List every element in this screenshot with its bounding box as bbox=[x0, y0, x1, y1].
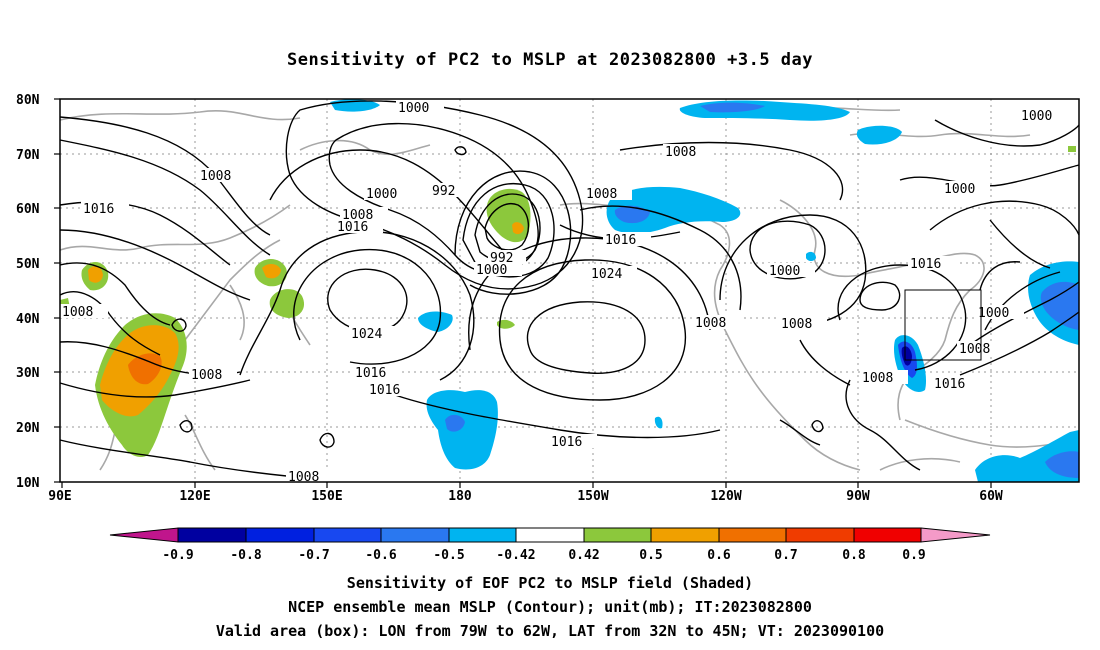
shaded-sensitivity bbox=[60, 99, 1079, 482]
contour-label-1000-d: 1000 bbox=[769, 264, 800, 279]
lon-label-180: 180 bbox=[448, 489, 472, 504]
colorbar-box-5 bbox=[448, 527, 517, 543]
colorbar-box-4 bbox=[380, 527, 450, 543]
colorbar-label: -0.9 bbox=[162, 548, 193, 563]
contour-label-1016-g: 1016 bbox=[910, 257, 941, 272]
colorbar-label: 0.6 bbox=[707, 548, 731, 563]
colorbar-label: 0.8 bbox=[842, 548, 866, 563]
contour-label-1000-f: 1000 bbox=[944, 182, 975, 197]
map-title: Sensitivity of PC2 to MSLP at 2023082800… bbox=[286, 50, 813, 70]
colorbar-box-1 bbox=[177, 527, 247, 543]
latitude-labels: 80N 70N 60N 50N 40N 30N 20N 10N bbox=[16, 93, 40, 491]
contour-label-1008-d: 1008 bbox=[191, 368, 222, 383]
longitude-labels: 90E 120E 150E 180 150W 120W 90W 60W bbox=[48, 489, 1003, 504]
contour-label-1000-a: 1000 bbox=[398, 101, 429, 116]
contour-label-1016-c: 1016 bbox=[355, 366, 386, 381]
contour-label-1016-d: 1016 bbox=[369, 383, 400, 398]
lon-label-60w: 60W bbox=[979, 489, 1003, 504]
contour-label-1016-e: 1016 bbox=[551, 435, 582, 450]
contour-label-1008-k: 1008 bbox=[862, 371, 893, 386]
colorbar-box-7 bbox=[583, 527, 652, 543]
colorbar-high-triangle bbox=[920, 527, 991, 543]
colorbar-label: 0.42 bbox=[568, 548, 599, 563]
contour-label-1008-i: 1008 bbox=[781, 317, 812, 332]
colorbar-label: -0.7 bbox=[298, 548, 329, 563]
lat-label-30n: 30N bbox=[16, 366, 40, 381]
caption-line-3: Valid area (box): LON from 79W to 62W, L… bbox=[215, 622, 885, 640]
lat-label-60n: 60N bbox=[16, 202, 40, 217]
contour-label-1000-b: 1000 bbox=[366, 187, 397, 202]
contour-label-1008-a: 1008 bbox=[200, 169, 231, 184]
lon-label-90e: 90E bbox=[48, 489, 71, 504]
colorbar-label: 0.9 bbox=[902, 548, 925, 563]
shade-central-pacific-blue bbox=[426, 390, 498, 470]
contour-label-1016-b: 1016 bbox=[337, 220, 368, 235]
lat-label-40n: 40N bbox=[16, 312, 40, 327]
contour-label-992-a: 992 bbox=[432, 184, 455, 199]
colorbar-label: -0.42 bbox=[496, 548, 535, 563]
colorbar-label: 0.5 bbox=[639, 548, 662, 563]
colorbar-low-triangle bbox=[109, 527, 179, 543]
lat-label-50n: 50N bbox=[16, 257, 40, 272]
lon-label-150e: 150E bbox=[311, 489, 342, 504]
colorbar-box-8 bbox=[650, 527, 720, 543]
colorbar-label: -0.5 bbox=[433, 548, 464, 563]
contour-label-1016-f: 1016 bbox=[605, 233, 636, 248]
contour-label-1024-a: 1024 bbox=[351, 327, 382, 342]
contour-label-1000-e: 1000 bbox=[1021, 109, 1052, 124]
colorbar-box-6 bbox=[515, 527, 585, 543]
contour-label-1008-g: 1008 bbox=[665, 145, 696, 160]
lon-label-120e: 120E bbox=[179, 489, 210, 504]
valid-area-box bbox=[904, 289, 982, 361]
colorbar-box-9 bbox=[718, 527, 787, 543]
lon-label-90w: 90W bbox=[846, 489, 870, 504]
lon-label-120w: 120W bbox=[710, 489, 741, 504]
colorbar-label: -0.8 bbox=[230, 548, 261, 563]
lat-label-20n: 20N bbox=[16, 421, 40, 436]
caption-line-1: Sensitivity of EOF PC2 to MSLP field (Sh… bbox=[346, 574, 754, 592]
contour-label-1000-g: 1000 bbox=[978, 306, 1009, 321]
contour-label-1008-h: 1008 bbox=[695, 316, 726, 331]
contour-label-1016-a: 1016 bbox=[83, 202, 114, 217]
lon-label-150w: 150W bbox=[577, 489, 608, 504]
lat-label-70n: 70N bbox=[16, 148, 40, 163]
shade-east-asia-darkorange bbox=[128, 353, 162, 385]
colorbar-box-3 bbox=[313, 527, 382, 543]
contour-label-1000-c: 1000 bbox=[476, 263, 507, 278]
contour-label-1008-j: 1008 bbox=[959, 342, 990, 357]
colorbar-box-2 bbox=[245, 527, 315, 543]
contour-label-1024-b: 1024 bbox=[591, 267, 622, 282]
caption-line-2: NCEP ensemble mean MSLP (Contour); unit(… bbox=[288, 598, 812, 616]
contour-label-1016-h: 1016 bbox=[934, 377, 965, 392]
lat-label-80n: 80N bbox=[16, 93, 40, 108]
contour-label-1008-c: 1008 bbox=[62, 305, 93, 320]
colorbar-labels: -0.9 -0.8 -0.7 -0.6 -0.5 -0.42 0.42 0.5 … bbox=[162, 548, 925, 563]
colorbar-box-10 bbox=[785, 527, 855, 543]
colorbar-box-11 bbox=[853, 527, 922, 543]
colorbar bbox=[109, 527, 991, 543]
colorbar-label: 0.7 bbox=[774, 548, 797, 563]
lat-label-10n: 10N bbox=[16, 476, 40, 491]
mslp-contours bbox=[59, 100, 1080, 481]
axis-ticks bbox=[54, 98, 992, 488]
contour-label-1008-f: 1008 bbox=[586, 187, 617, 202]
contour-labels: 1000 1008 1016 1000 1008 1016 992 992 10… bbox=[60, 100, 1067, 485]
colorbar-label: -0.6 bbox=[365, 548, 396, 563]
